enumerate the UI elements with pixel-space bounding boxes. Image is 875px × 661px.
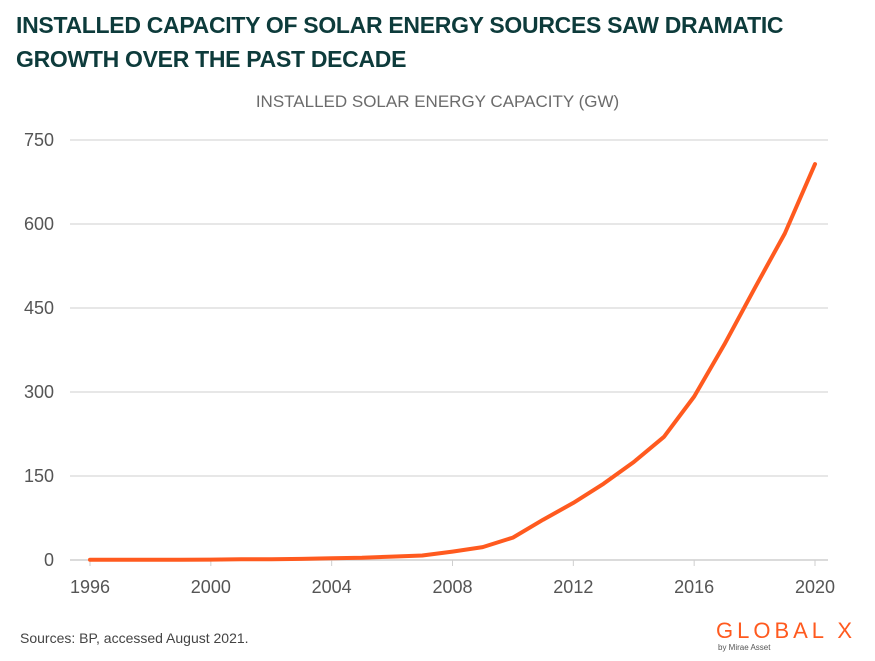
- global-x-logo: GLOBAL X by Mirae Asset: [716, 618, 857, 653]
- series-layer: [88, 162, 817, 562]
- x-tick-label: 2008: [432, 577, 472, 597]
- source-note: Sources: BP, accessed August 2021.: [20, 630, 249, 646]
- x-tick-label: 2016: [674, 577, 714, 597]
- chart-title: INSTALLED SOLAR ENERGY CAPACITY (GW): [255, 92, 620, 111]
- x-tick-label: 2020: [795, 577, 835, 597]
- x-tick-label: 1996: [70, 577, 110, 597]
- y-axis-ticks: 0 150 300 450 600 750: [24, 130, 54, 570]
- chart-headline: INSTALLED CAPACITY OF SOLAR ENERGY SOURC…: [16, 12, 784, 72]
- x-tick-label: 2004: [312, 577, 352, 597]
- logo-wordmark: GLOBAL X: [716, 618, 857, 643]
- series-line-0: [88, 162, 817, 562]
- x-axis-ticks: 1996 2000 2004 2008 2012 2016 2020: [70, 560, 835, 597]
- y-tick-label: 150: [24, 466, 54, 486]
- x-tick-label: 2000: [191, 577, 231, 597]
- gridlines: [70, 139, 828, 561]
- logo-tagline: by Mirae Asset: [718, 643, 771, 652]
- x-tick-label: 2012: [553, 577, 593, 597]
- y-tick-label: 300: [24, 382, 54, 402]
- y-tick-label: 450: [24, 298, 54, 318]
- y-tick-label: 0: [44, 550, 54, 570]
- y-tick-label: 750: [24, 130, 54, 150]
- y-tick-label: 600: [24, 214, 54, 234]
